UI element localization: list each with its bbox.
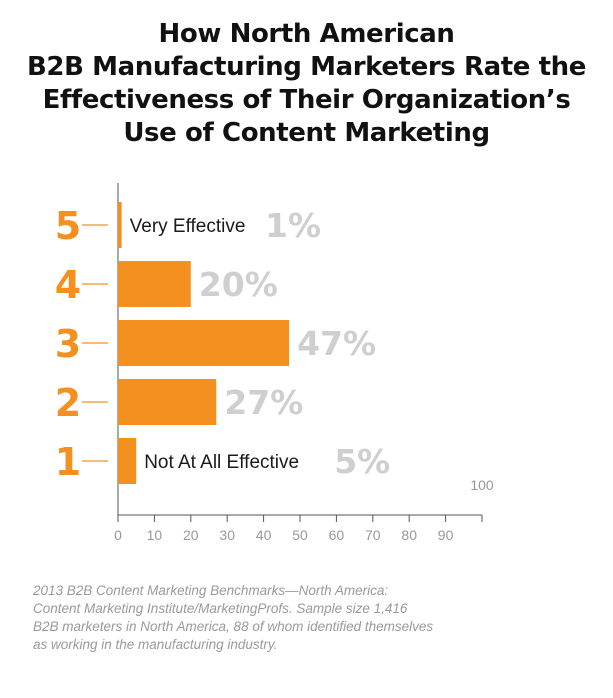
category-label: Not At All Effective	[144, 452, 299, 473]
chart-title: How North American B2B Manufacturing Mar…	[0, 18, 613, 150]
data-label: 1%	[265, 206, 321, 245]
category-number: 4	[55, 263, 81, 307]
chart-title-line: Use of Content Marketing	[123, 118, 490, 148]
bar-chart: 0 10 20 30 40 50 60 70 80 90 100 5 Very Effective 1% 4…	[55, 183, 494, 543]
x-tick-label: 60	[329, 527, 345, 543]
data-label: 47%	[297, 324, 376, 363]
chart-title-line: B2B Manufacturing Marketers Rate the	[26, 52, 587, 82]
category-number: 3	[55, 322, 81, 366]
data-label: 27%	[224, 383, 303, 422]
chart-title-line: How North American	[158, 19, 455, 49]
bar	[118, 379, 217, 425]
x-tick-label: 20	[183, 527, 199, 543]
source-line: 2013 B2B Content Marketing Benchmarks—No…	[33, 583, 389, 598]
x-tick-label: 90	[438, 527, 454, 543]
x-tick-label: 40	[256, 527, 272, 543]
source-note: 2013 B2B Content Marketing Benchmarks—No…	[33, 582, 503, 654]
category-label: Very Effective	[130, 216, 246, 237]
x-tick-label: 80	[401, 527, 417, 543]
x-tick-label: 0	[114, 527, 122, 543]
bar	[118, 320, 290, 366]
data-label: 5%	[334, 442, 390, 481]
chart-title-line: Effectiveness of Their Organization’s	[42, 85, 571, 115]
category-number: 5	[55, 204, 81, 248]
x-tick-label: 10	[147, 527, 163, 543]
category-number: 1	[55, 440, 81, 484]
x-tick-label: 30	[219, 527, 235, 543]
bar	[118, 438, 137, 484]
x-tick-label: 70	[365, 527, 381, 543]
bar	[118, 202, 122, 248]
source-line: B2B marketers in North America, 88 of wh…	[33, 619, 434, 634]
category-number: 2	[55, 381, 81, 425]
x-tick-label: 50	[292, 527, 308, 543]
source-line: as working in the manufacturing industry…	[33, 637, 278, 652]
bar	[118, 261, 191, 307]
data-label: 20%	[199, 265, 278, 304]
source-line: Content Marketing Institute/MarketingPro…	[33, 601, 408, 616]
x-max-label: 100	[470, 477, 494, 493]
